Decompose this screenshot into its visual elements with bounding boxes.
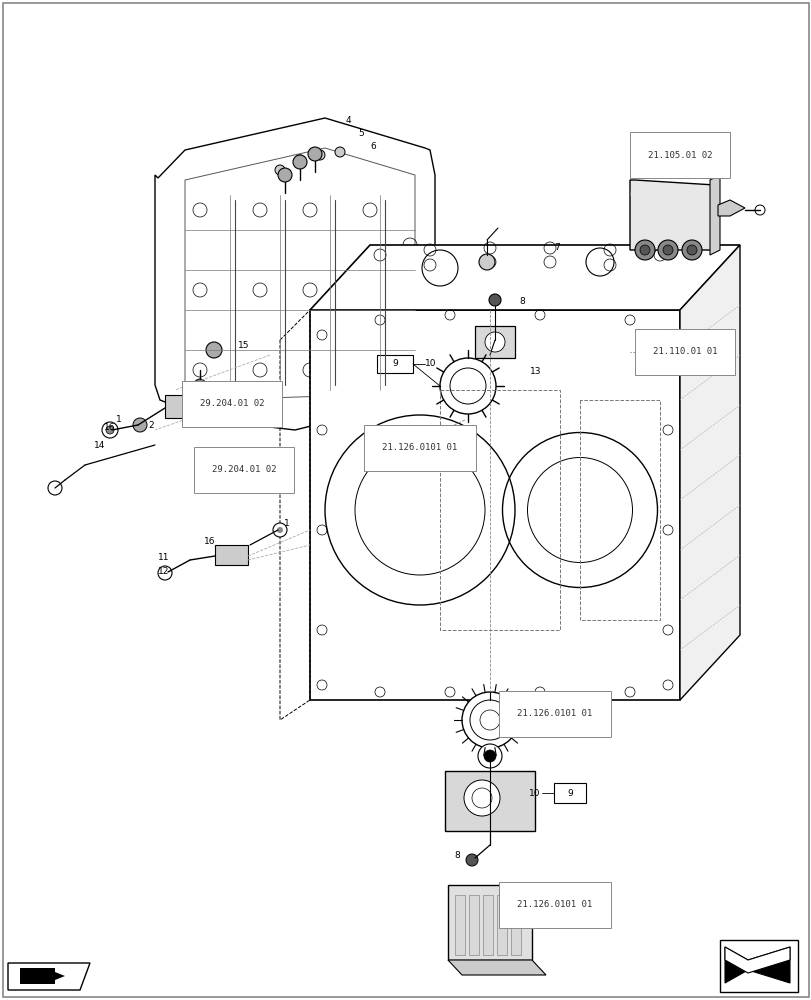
Circle shape — [754, 205, 764, 215]
Circle shape — [277, 168, 292, 182]
Text: 5: 5 — [358, 129, 363, 138]
Circle shape — [488, 294, 500, 306]
Circle shape — [206, 342, 221, 358]
Circle shape — [106, 426, 114, 434]
Bar — [719, 940, 797, 992]
Circle shape — [466, 854, 478, 866]
Circle shape — [681, 240, 702, 260]
Bar — [454, 895, 465, 955]
Text: 9: 9 — [566, 788, 573, 797]
Circle shape — [335, 147, 345, 157]
Circle shape — [483, 750, 496, 762]
Text: 3: 3 — [204, 389, 209, 398]
Circle shape — [461, 692, 517, 748]
Circle shape — [440, 358, 496, 414]
Circle shape — [471, 788, 491, 808]
Polygon shape — [310, 310, 679, 700]
Polygon shape — [215, 545, 247, 565]
Text: 16: 16 — [104, 422, 115, 432]
Circle shape — [634, 240, 654, 260]
Circle shape — [158, 566, 172, 580]
Text: 9: 9 — [392, 360, 397, 368]
Text: 1: 1 — [116, 416, 122, 424]
Polygon shape — [310, 245, 739, 310]
Text: 10: 10 — [424, 360, 436, 368]
Text: 21.126.0101 01: 21.126.0101 01 — [517, 900, 592, 909]
Circle shape — [102, 422, 118, 438]
Text: 1: 1 — [284, 520, 290, 528]
Text: 4: 4 — [345, 116, 351, 125]
Circle shape — [478, 254, 495, 270]
Bar — [448, 885, 531, 960]
Text: 7: 7 — [553, 243, 559, 252]
Text: 15: 15 — [238, 342, 249, 351]
Bar — [469, 895, 478, 955]
Text: 10: 10 — [528, 788, 539, 797]
Text: 11: 11 — [158, 552, 169, 562]
Text: 14: 14 — [94, 440, 105, 450]
Polygon shape — [8, 963, 90, 990]
Bar — [510, 895, 521, 955]
Circle shape — [194, 379, 206, 391]
Bar — [376, 355, 413, 373]
Polygon shape — [724, 947, 789, 983]
Polygon shape — [709, 175, 719, 255]
Circle shape — [272, 523, 286, 537]
Text: 21.105.01 02: 21.105.01 02 — [647, 151, 711, 160]
Circle shape — [470, 700, 509, 740]
Circle shape — [484, 332, 504, 352]
Circle shape — [657, 240, 677, 260]
Polygon shape — [629, 180, 714, 250]
Circle shape — [275, 165, 285, 175]
Polygon shape — [724, 947, 789, 973]
Circle shape — [294, 155, 305, 165]
Circle shape — [663, 245, 672, 255]
Text: 12: 12 — [158, 568, 169, 576]
Circle shape — [478, 744, 501, 768]
Bar — [496, 895, 506, 955]
Text: 2: 2 — [148, 422, 153, 430]
Circle shape — [315, 150, 324, 160]
Polygon shape — [155, 118, 435, 430]
Text: 6: 6 — [370, 142, 375, 151]
Circle shape — [307, 147, 322, 161]
Text: 21.126.0101 01: 21.126.0101 01 — [382, 444, 457, 452]
Text: 8: 8 — [518, 298, 524, 306]
Polygon shape — [165, 395, 200, 418]
Circle shape — [449, 368, 486, 404]
Circle shape — [686, 245, 696, 255]
Bar — [553, 783, 586, 803]
Bar — [444, 771, 534, 831]
Text: 29.204.01 02: 29.204.01 02 — [200, 399, 264, 408]
Polygon shape — [679, 245, 739, 700]
Circle shape — [293, 155, 307, 169]
Circle shape — [133, 418, 147, 432]
Polygon shape — [717, 200, 744, 216]
Circle shape — [479, 710, 500, 730]
Text: 8: 8 — [453, 851, 460, 860]
Text: 13: 13 — [530, 367, 541, 376]
Bar — [474, 326, 514, 358]
Text: 21.110.01 01: 21.110.01 01 — [652, 348, 716, 357]
Polygon shape — [14, 967, 72, 988]
Circle shape — [463, 780, 500, 816]
Text: 29.204.01 02: 29.204.01 02 — [212, 466, 276, 475]
Polygon shape — [448, 960, 545, 975]
Circle shape — [277, 527, 283, 533]
Text: 21.126.0101 01: 21.126.0101 01 — [517, 710, 592, 718]
Polygon shape — [20, 968, 65, 984]
Circle shape — [639, 245, 649, 255]
Bar — [483, 895, 492, 955]
Circle shape — [48, 481, 62, 495]
Text: 16: 16 — [204, 538, 215, 546]
